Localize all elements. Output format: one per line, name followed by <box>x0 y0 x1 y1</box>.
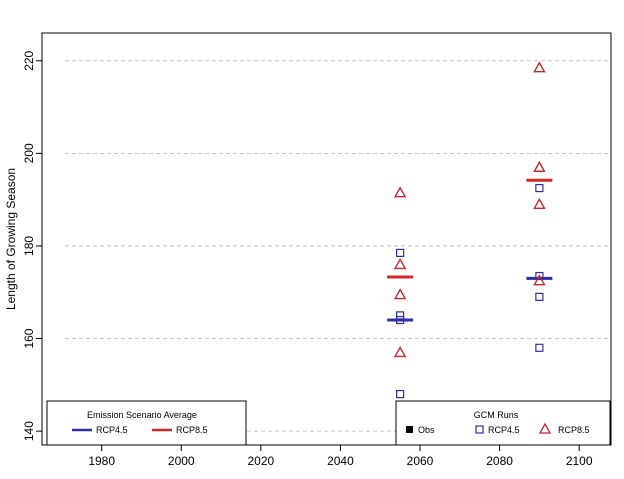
scenario-average-bars <box>387 178 553 322</box>
x-tick-label-1980: 1980 <box>88 454 115 468</box>
y-tick-label-160: 160 <box>22 328 36 348</box>
gcm-RCP45-point-2055-0 <box>396 248 405 257</box>
gcm-RCP45-point-2090-4 <box>535 183 544 193</box>
gcm-RCP85-point-2090-7 <box>533 274 546 286</box>
gcm-RCP45-point-2090-7 <box>535 343 544 352</box>
legend-gcm-title: GCM Runs <box>474 410 519 420</box>
legend-gcm-rcp45-label: RCP4.5 <box>488 425 520 435</box>
legend-gcm-box <box>395 400 611 446</box>
legend-gcm-rcp85-label: RCP8.5 <box>558 425 590 435</box>
x-tick-label-2080: 2080 <box>486 454 513 468</box>
gcm-RCP85-point-2055-3 <box>393 345 407 358</box>
gcm-RCP45-point-2055-2 <box>396 315 405 325</box>
legend-emission-title: Emission Scenario Average <box>87 410 197 420</box>
gridlines <box>65 60 611 432</box>
y-tick-label-220: 220 <box>22 50 36 70</box>
gcm-RCP85-point-2055-0 <box>393 186 407 198</box>
gcm-RCP85-point-2055-1 <box>393 258 407 270</box>
gcm-RCP85-point-2090-4 <box>533 61 546 73</box>
legend-obs-swatch <box>406 426 413 433</box>
x-tick-label-2060: 2060 <box>407 454 434 468</box>
legend-rcp85-triangle-swatch <box>538 422 552 434</box>
gcm-RCP85-point-2055-2 <box>393 288 407 300</box>
y-tick-label-200: 200 <box>22 143 36 163</box>
legend-gcm-runs: GCM Runs Obs RCP4.5 RCP8.5 <box>395 400 611 446</box>
y-tick-label-140: 140 <box>22 421 36 441</box>
legend-emission-box <box>46 400 247 446</box>
y-tick-label-180: 180 <box>22 236 36 256</box>
x-tick-label-2040: 2040 <box>327 454 354 468</box>
x-tick-label-2100: 2100 <box>566 454 593 468</box>
legend-avg-rcp45-label: RCP4.5 <box>96 425 128 435</box>
data-points <box>137 61 546 432</box>
gcm-RCP45-point-2090-5 <box>535 271 544 281</box>
y-axis-title: Length of Growing Season <box>4 168 18 310</box>
legend-emission-scenario: Emission Scenario Average RCP4.5 RCP8.5 <box>46 400 247 446</box>
axes: 140 160 180 200 220 1980 2000 2020 2040 2060 2080 2… <box>22 50 593 468</box>
gcm-RCP45-point-2090-6 <box>535 292 544 301</box>
legend-avg-rcp85-label: RCP8.5 <box>176 425 208 435</box>
legend-rcp45-square-swatch <box>475 425 484 434</box>
gcm-RCP45-point-2055-3 <box>396 389 405 399</box>
gcm-RCP85-point-2090-5 <box>533 160 546 172</box>
gcm-RCP85-point-2090-6 <box>533 197 546 209</box>
legend-obs-label: Obs <box>418 425 435 435</box>
x-tick-label-2000: 2000 <box>168 454 195 468</box>
gcm-RCP45-point-2055-1 <box>396 311 405 320</box>
x-tick-label-2020: 2020 <box>247 454 274 468</box>
plot-frame <box>41 32 612 446</box>
